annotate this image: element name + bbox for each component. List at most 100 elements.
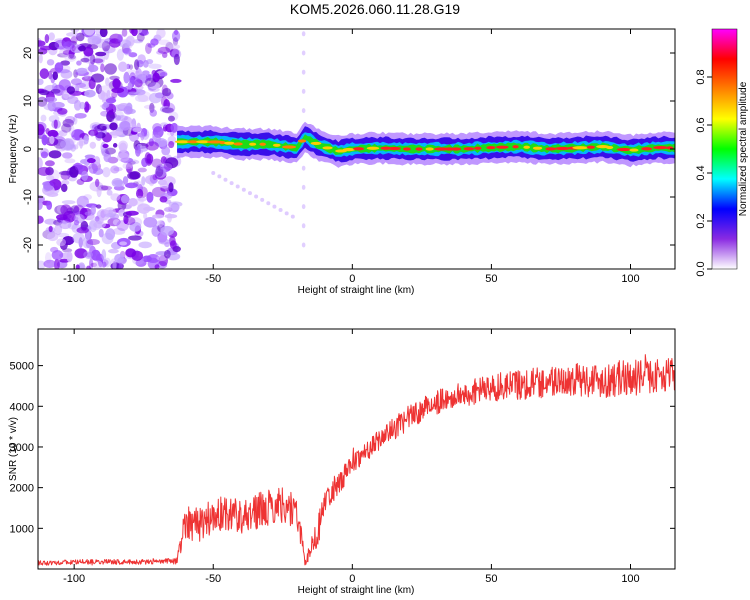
spectrogram-noise-blob xyxy=(131,250,144,262)
spectrogram-noise-blob xyxy=(88,163,98,174)
spectrogram-y-tick-label: 10 xyxy=(22,95,34,107)
spectrogram-noise-blob xyxy=(46,192,59,197)
spectrogram-marks xyxy=(38,29,675,269)
spectrogram-noise-blob xyxy=(114,180,126,187)
spectrogram-noise-blob xyxy=(125,69,140,75)
spectrogram-peak-core xyxy=(486,145,496,150)
spectrogram-peak-core xyxy=(572,146,589,150)
spectrogram-noise-blob xyxy=(163,207,173,212)
spectrogram-noise-blob xyxy=(136,188,144,199)
spectrogram-noise-blob xyxy=(127,81,133,90)
spectrogram-noise-blob xyxy=(42,181,51,192)
spectrogram-faint-streak xyxy=(211,171,216,175)
spectrogram-faint-streak xyxy=(301,31,306,37)
spectrogram-peak-core xyxy=(297,139,307,143)
spectrogram-noise-blob xyxy=(53,119,58,129)
spectrogram-noise-blob xyxy=(66,86,76,94)
colorbar-tick-label: 0.0 xyxy=(695,261,707,276)
spectrogram-y-ticks: -20 -10 0 10 20 xyxy=(22,47,675,253)
spectrogram-peak-core xyxy=(174,140,191,144)
spectrogram-noise-blob xyxy=(83,101,90,113)
snr-x-tick-label: 50 xyxy=(485,573,497,585)
spectrogram-noise-blob xyxy=(45,175,55,181)
spectrogram-noise-blob xyxy=(119,241,128,246)
spectrogram-noise-blob xyxy=(168,141,175,149)
spectrogram-noise-blob xyxy=(132,39,144,44)
spectrogram-noise-blob xyxy=(155,165,164,177)
spectrogram-noise-blob xyxy=(91,37,101,45)
spectrogram-peak-core xyxy=(322,146,333,150)
spectrogram-peak-core xyxy=(616,147,631,152)
spectrogram-noise-blob xyxy=(86,265,91,269)
spectrogram-faint-streak xyxy=(272,204,277,209)
spectrogram-noise-blob xyxy=(173,29,179,36)
spectrogram-noise-blob xyxy=(152,174,158,181)
spectrogram-noise-blob xyxy=(58,129,68,137)
spectrogram-noise-blob xyxy=(73,219,80,226)
spectrogram-noise-blob xyxy=(125,162,133,174)
spectrogram-peak-core xyxy=(207,140,223,144)
spectrogram-noise-blob xyxy=(128,235,142,241)
spectrogram-noise-blob xyxy=(56,238,67,247)
spectrogram-peak-core xyxy=(425,147,434,151)
spectrogram-noise-blob xyxy=(49,135,55,145)
spectrogram-noise-blob xyxy=(96,204,102,209)
spectrogram-x-ticks: -100 -50 0 50 100 xyxy=(63,29,640,285)
spectrogram-noise-blob xyxy=(70,78,83,86)
spectrogram-noise-blob xyxy=(51,101,65,109)
spectrogram-noise-blob xyxy=(93,156,101,167)
spectrogram-noise-blob xyxy=(160,220,166,228)
spectrogram-x-axis-label: Height of straight line (km) xyxy=(298,285,415,296)
spectrogram-noise-blob xyxy=(54,258,60,269)
spectrogram-noise-blob xyxy=(50,88,61,94)
spectrogram-faint-streak xyxy=(247,191,252,196)
spectrogram-faint-streak xyxy=(284,211,289,216)
spectrogram-noise-blob xyxy=(109,122,118,131)
spectrogram-noise-blob xyxy=(93,221,106,229)
spectrogram-noise-blob xyxy=(48,32,55,41)
spectrogram-faint-streak xyxy=(290,214,295,219)
colorbar-ticks: 0.0 0.2 0.4 0.6 0.8 xyxy=(695,69,712,277)
snr-x-tick-label: 0 xyxy=(349,573,355,585)
spectrogram-noise-blob xyxy=(159,182,170,189)
spectrogram-noise-blob xyxy=(150,38,159,46)
spectrogram-noise-blob xyxy=(122,176,129,185)
spectrogram-noise-blob xyxy=(158,39,170,46)
spectrogram-noise-blob xyxy=(110,165,120,174)
spectrogram-noise-blob xyxy=(78,262,85,269)
spectrogram-faint-streak xyxy=(301,242,306,248)
spectrogram-noise-blob xyxy=(96,185,102,198)
spectrogram-noise-blob xyxy=(54,62,64,73)
spectrogram-faint-streak xyxy=(301,88,306,94)
spectrogram-noise-blob xyxy=(128,52,138,58)
spectrogram-noise-blob xyxy=(60,204,72,216)
spectrogram-noise-blob xyxy=(159,219,165,227)
spectrogram-peak-core xyxy=(342,147,356,152)
spectrogram-peak-core xyxy=(388,146,401,151)
spectrogram-faint-streak xyxy=(241,187,246,192)
spectrogram-noise-blob xyxy=(114,253,125,263)
spectrogram-noise-blob xyxy=(126,159,140,165)
spectrogram-noise-blob xyxy=(86,238,100,246)
spectrogram-peak-core xyxy=(219,140,226,145)
spectrogram-noise-blob xyxy=(83,29,95,36)
spectrogram-x-tick-label: 0 xyxy=(349,273,355,285)
spectrogram-noise-blob xyxy=(38,40,46,47)
spectrogram-peak-core xyxy=(653,146,669,150)
spectrogram-noise-blob xyxy=(85,238,94,249)
spectrogram-noise-blob xyxy=(89,258,94,269)
spectrogram-noise-blob xyxy=(116,49,124,61)
spectrogram-peak-core xyxy=(605,145,614,150)
spectrogram-noise-blob xyxy=(76,32,85,42)
spectrogram-noise-blob xyxy=(40,114,47,122)
spectrogram-noise-blob xyxy=(154,264,160,269)
spectrogram-y-tick-label: -10 xyxy=(22,189,34,205)
spectrogram-noise-blob xyxy=(110,193,121,201)
spectrogram-noise-blob xyxy=(61,123,72,133)
spectrogram-noise-blob xyxy=(72,232,85,244)
spectrogram-faint-streak xyxy=(301,204,306,210)
spectrogram-noise-blob xyxy=(101,40,111,52)
spectrogram-faint-streak xyxy=(301,108,306,114)
spectrogram-noise-blob xyxy=(102,125,107,131)
spectrogram-noise-blob xyxy=(62,118,74,128)
